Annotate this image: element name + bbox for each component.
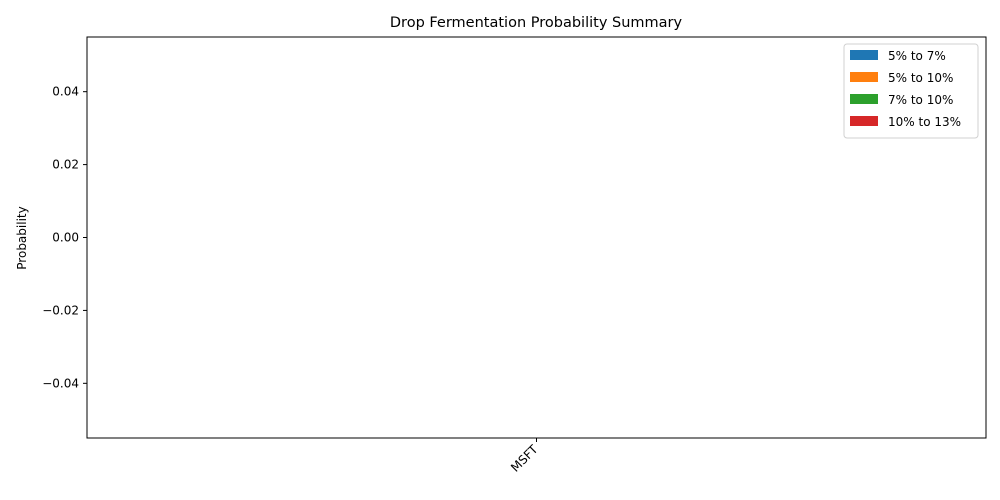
legend: 5% to 7% 5% to 10% 7% to 10% 10% to 13% bbox=[843, 43, 979, 139]
y-axis-label: Probability bbox=[15, 206, 29, 269]
legend-entry-label: 5% to 7% bbox=[888, 49, 946, 63]
y-tick-label: −0.02 bbox=[42, 303, 79, 317]
legend-swatch bbox=[850, 72, 878, 82]
y-tick-label: 0.02 bbox=[52, 158, 79, 172]
legend-swatch bbox=[850, 50, 878, 60]
legend-box bbox=[843, 43, 979, 139]
chart-title: Drop Fermentation Probability Summary bbox=[390, 15, 683, 31]
y-tick-label: −0.04 bbox=[42, 376, 79, 390]
legend-entry-label: 7% to 10% bbox=[888, 93, 953, 107]
y-tick-label: 0.00 bbox=[52, 231, 79, 245]
legend-entry-label: 10% to 13% bbox=[888, 115, 961, 129]
legend-swatch bbox=[850, 116, 878, 126]
legend-entry-label: 5% to 10% bbox=[888, 71, 953, 85]
legend-swatch bbox=[850, 94, 878, 104]
y-axis: −0.04 −0.02 0.00 0.02 0.04 bbox=[42, 85, 87, 390]
y-tick-label: 0.04 bbox=[52, 85, 79, 99]
